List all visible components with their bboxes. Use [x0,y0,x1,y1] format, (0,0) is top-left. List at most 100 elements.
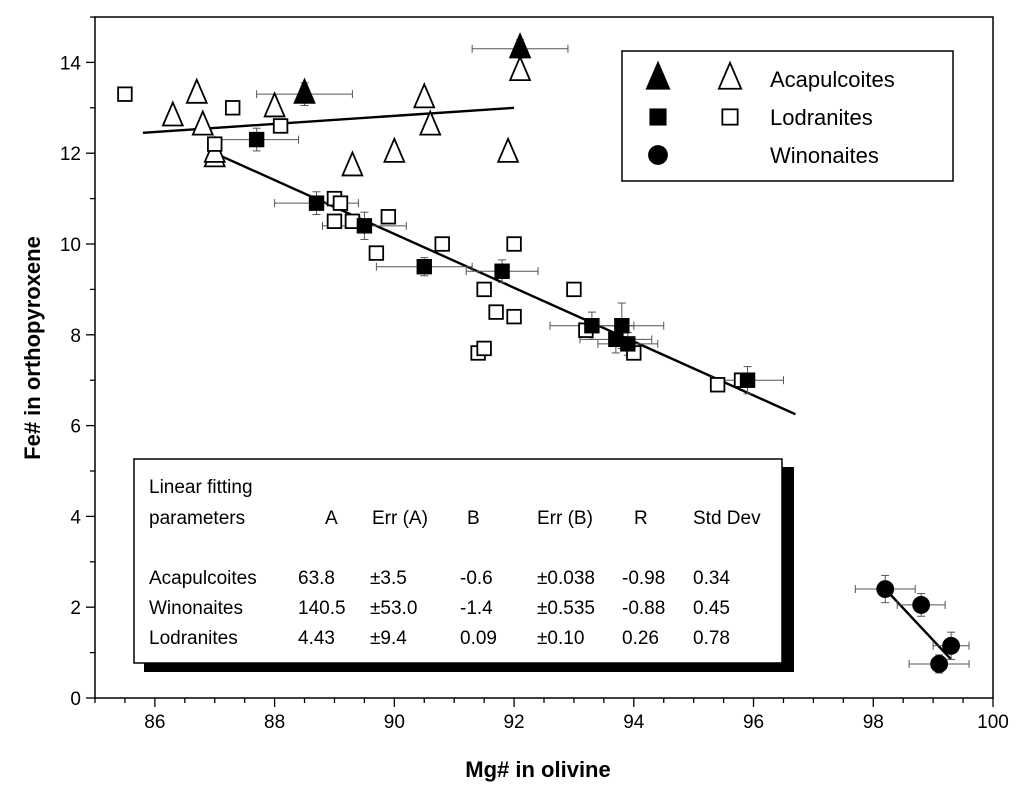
acapulcoites-open-point [496,136,520,163]
table-row-name: Winonaites [149,598,243,619]
table-box [133,458,783,664]
lodranites-open-point [476,340,492,357]
lodranites-open-point [272,118,289,134]
table-cell: 4.43 [298,628,335,649]
x-tick-label: 86 [144,712,165,733]
table-column-header: B [467,508,480,529]
legend-lodranites-filled-marker [649,108,667,126]
winonaites-filled-point [942,636,960,655]
winonaites-filled-point [930,655,949,673]
y-axis-title: Fe# in orthopyroxene [20,236,45,460]
table-cell: 0.26 [622,628,659,649]
y-tick-label: 4 [70,507,81,528]
table-cell: ±0.038 [537,568,595,589]
lodranites-open-point [380,209,397,225]
y-tick-label: 10 [60,235,81,256]
y-axis: 0 2 4 6 8 10 12 14 [60,16,95,710]
x-tick-label: 90 [384,712,405,733]
table-header-line1: Linear fitting [149,477,253,498]
lodranites-filled-point [584,318,600,334]
fit-line [884,588,952,661]
lodranites-open-point [506,308,522,325]
acapulcoites-filled-point [508,32,532,59]
x-axis: 86 88 90 92 94 96 98 100 [94,698,1009,733]
lodranites-open-point [506,236,522,252]
lodranites-filled-point [356,218,373,234]
acapulcoites-open-point [185,77,209,104]
y-tick-label: 2 [70,598,81,619]
table-cell: -0.98 [622,568,665,589]
acapulcoites-open-point [191,109,215,136]
table-cell: ±53.0 [370,598,417,619]
winonaites-filled-point [876,580,895,598]
table-cell: 0.78 [693,628,730,649]
lodranites-open-point [709,377,726,393]
legend-acapulcoites-filled-marker [645,60,671,90]
lodranites-open-point [326,213,343,230]
table-cell: 63.8 [298,568,335,589]
acapulcoites-open-point [508,54,532,82]
lodranites-filled-point [494,263,510,279]
table-cell: ±3.5 [370,568,407,589]
x-tick-label: 96 [743,712,764,733]
y-tick-label: 8 [70,326,81,347]
x-tick-label: 100 [977,712,1009,733]
table-cell: -0.88 [622,598,665,619]
table-column-header: Err (B) [537,508,593,529]
lodranites-open-point [488,304,504,320]
table-row-name: Acapulcoites [149,568,257,589]
table-cell: -0.6 [460,568,493,589]
x-tick-label: 94 [623,712,645,733]
x-tick-label: 88 [264,712,285,733]
fit-parameters-table: Linear fitting parameters A Err (A) B Err (B)… [133,458,794,672]
lodranites-open-point [476,281,492,298]
table-cell: ±0.10 [537,628,584,649]
acapulcoites-filled-point [293,77,316,104]
table-column-header: Err (A) [372,508,428,529]
legend-label-acapulcoites: Acapulcoites [770,67,895,92]
lodranites-filled-point [416,258,432,275]
lodranites-open-point [207,136,223,152]
lodranites-open-point [117,86,133,102]
table-cell: 0.34 [693,568,730,589]
legend-winonaites-filled-marker [648,145,668,165]
acapulcoites-open-point [263,91,286,118]
legend-label-lodranites: Lodranites [770,105,873,130]
table-column-header: A [325,508,338,529]
lodranites-filled-point [620,336,636,352]
table-cell: 0.45 [693,598,730,619]
lodranites-open-point [224,100,241,116]
data-markers [117,32,960,673]
table-cell: -1.4 [460,598,493,619]
acapulcoites-open-point [418,109,442,136]
lodranites-filled-point [614,318,630,334]
y-tick-label: 12 [60,144,81,165]
table-cell: ±0.535 [537,598,595,619]
y-tick-label: 0 [70,689,81,710]
y-tick-label: 6 [70,417,81,438]
acapulcoites-open-point [341,150,364,177]
acapulcoites-open-point [383,136,406,163]
lodranites-filled-point [248,131,265,148]
x-tick-label: 92 [503,712,524,733]
x-axis-title: Mg# in olivine [465,757,610,782]
table-cell: 140.5 [298,598,346,619]
acapulcoites-open-point [161,100,185,127]
y-tick-label: 14 [60,53,82,74]
acapulcoites-open-point [412,82,436,109]
lodranites-filled-point [739,372,756,388]
lodranites-open-point [368,245,385,261]
lodranites-open-point [434,236,450,252]
winonaites-filled-point [912,596,931,614]
legend-label-winonaites: Winonaites [770,143,879,168]
legend-lodranites-open-marker [721,108,739,126]
table-header-line2: parameters [149,508,245,529]
table-column-header: R [634,508,648,529]
x-tick-label: 98 [863,712,884,733]
legend-box [621,50,954,182]
lodranites-open-point [566,281,582,298]
table-cell: 0.09 [460,628,497,649]
legend: Acapulcoites Lodranites Winonaites [621,50,954,182]
legend-acapulcoites-open-marker [717,60,743,90]
